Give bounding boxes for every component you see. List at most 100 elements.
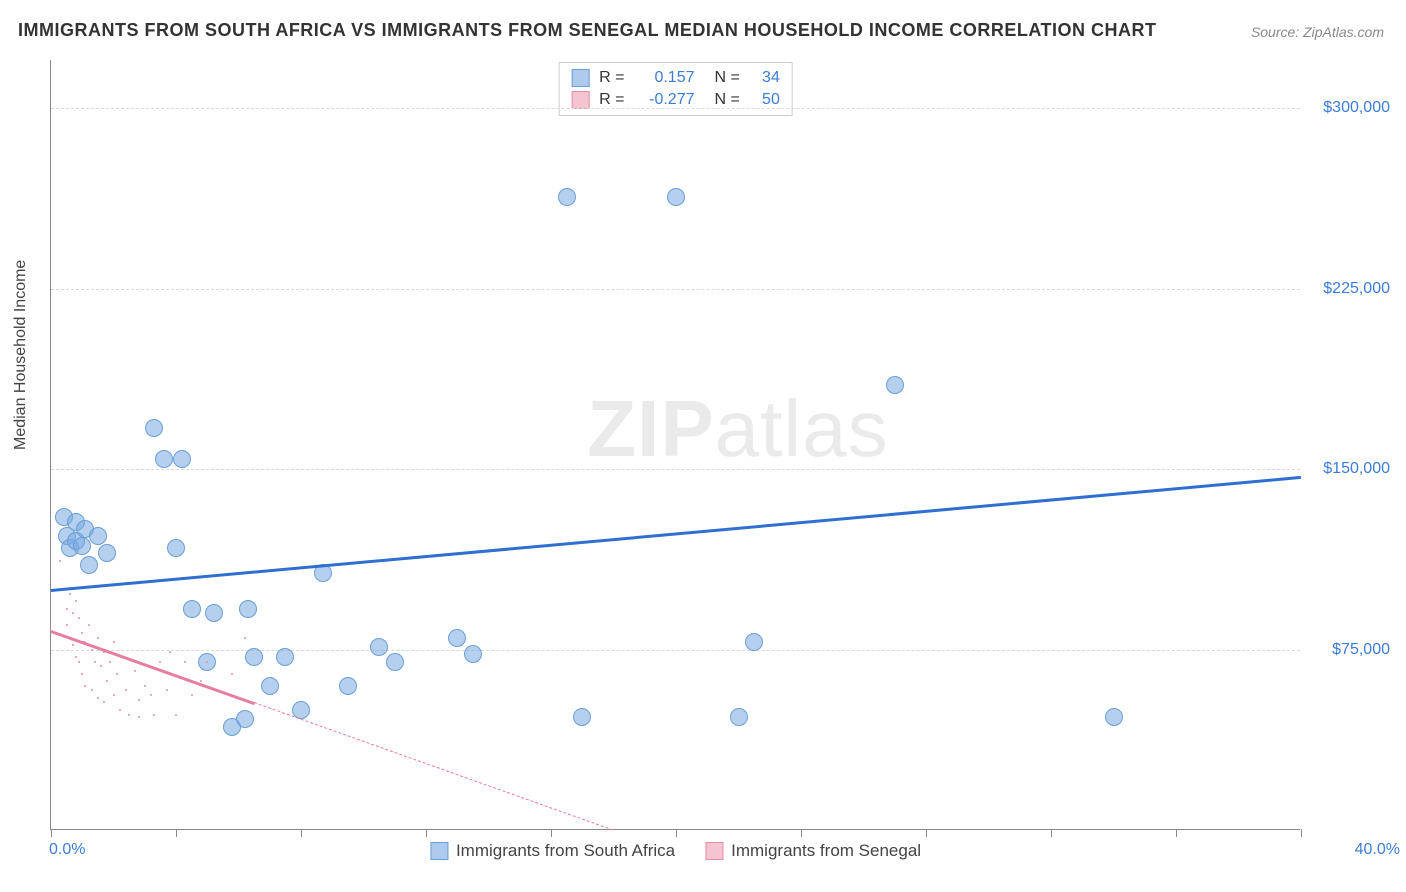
chart-container: IMMIGRANTS FROM SOUTH AFRICA VS IMMIGRAN… (0, 0, 1406, 892)
r-label: R = (599, 69, 624, 87)
plot-area: ZIPatlas R =0.157N =34R =-0.277N =50 Imm… (50, 60, 1300, 830)
data-point (91, 689, 93, 691)
legend-label: Immigrants from South Africa (456, 841, 675, 861)
data-point (448, 629, 466, 647)
n-value: 50 (750, 91, 780, 109)
gridline (51, 469, 1300, 470)
data-point (97, 697, 99, 699)
stats-row: R = 0.157 N = 34 (571, 67, 780, 89)
chart-title: IMMIGRANTS FROM SOUTH AFRICA VS IMMIGRAN… (18, 20, 1156, 41)
x-tick (176, 829, 177, 837)
gridline (51, 650, 1300, 651)
data-point (109, 661, 111, 663)
data-point (183, 600, 201, 618)
data-point (113, 694, 115, 696)
trend-line (51, 476, 1301, 592)
source-attribution: Source: ZipAtlas.com (1251, 24, 1384, 40)
data-point (464, 645, 482, 663)
data-point (886, 376, 904, 394)
data-point (80, 556, 98, 574)
data-point (386, 653, 404, 671)
data-point (94, 661, 96, 663)
source-label: Source: (1251, 24, 1303, 40)
data-point (100, 665, 102, 667)
gridline (51, 108, 1300, 109)
data-point (98, 544, 116, 562)
data-point (745, 633, 763, 651)
data-point (153, 714, 155, 716)
data-point (75, 600, 77, 602)
y-tick-label: $75,000 (1310, 641, 1390, 659)
data-point (261, 677, 279, 695)
data-point (236, 710, 254, 728)
data-point (81, 632, 83, 634)
data-point (184, 661, 186, 663)
data-point (119, 709, 121, 711)
data-point (167, 539, 185, 557)
data-point (116, 673, 118, 675)
legend-swatch (571, 69, 589, 87)
y-axis-label: Median Household Income (12, 260, 30, 450)
data-point (370, 638, 388, 656)
trend-line (254, 702, 614, 831)
legend-swatch (430, 842, 448, 860)
data-point (97, 637, 99, 639)
data-point (144, 685, 146, 687)
legend-item: Immigrants from South Africa (430, 841, 675, 861)
legend-swatch (705, 842, 723, 860)
x-tick (926, 829, 927, 837)
data-point (84, 685, 86, 687)
data-point (244, 637, 246, 639)
data-point (78, 661, 80, 663)
data-point (66, 624, 68, 626)
data-point (72, 612, 74, 614)
data-point (339, 677, 357, 695)
data-point (206, 661, 208, 663)
series-legend: Immigrants from South Africa Immigrants f… (430, 841, 921, 861)
y-tick-label: $150,000 (1310, 460, 1390, 478)
data-point (138, 716, 140, 718)
source-value: ZipAtlas.com (1303, 24, 1384, 40)
data-point (69, 593, 71, 595)
x-tick (1176, 829, 1177, 837)
data-point (191, 694, 193, 696)
data-point (558, 188, 576, 206)
watermark-light: atlas (715, 384, 889, 473)
data-point (166, 689, 168, 691)
data-point (150, 694, 152, 696)
data-point (245, 648, 263, 666)
watermark: ZIPatlas (587, 383, 888, 475)
x-tick (801, 829, 802, 837)
data-point (175, 714, 177, 716)
gridline (51, 289, 1300, 290)
data-point (75, 656, 77, 658)
data-point (1105, 708, 1123, 726)
data-point (200, 680, 202, 682)
data-point (239, 600, 257, 618)
data-point (66, 608, 68, 610)
n-label: N = (715, 91, 740, 109)
data-point (730, 708, 748, 726)
data-point (113, 641, 115, 643)
data-point (89, 527, 107, 545)
n-value: 34 (750, 69, 780, 87)
legend-swatch (571, 91, 589, 109)
legend-item: Immigrants from Senegal (705, 841, 921, 861)
r-value: 0.157 (635, 69, 695, 87)
data-point (667, 188, 685, 206)
x-tick (301, 829, 302, 837)
n-label: N = (715, 69, 740, 87)
x-tick (426, 829, 427, 837)
watermark-bold: ZIP (587, 384, 714, 473)
y-tick-label: $300,000 (1310, 99, 1390, 117)
x-tick (1051, 829, 1052, 837)
x-axis-min-label: 0.0% (49, 841, 85, 859)
data-point (169, 651, 171, 653)
data-point (81, 673, 83, 675)
data-point (138, 699, 140, 701)
data-point (145, 419, 163, 437)
data-point (155, 450, 173, 468)
data-point (59, 560, 61, 562)
data-point (128, 714, 130, 716)
data-point (173, 450, 191, 468)
